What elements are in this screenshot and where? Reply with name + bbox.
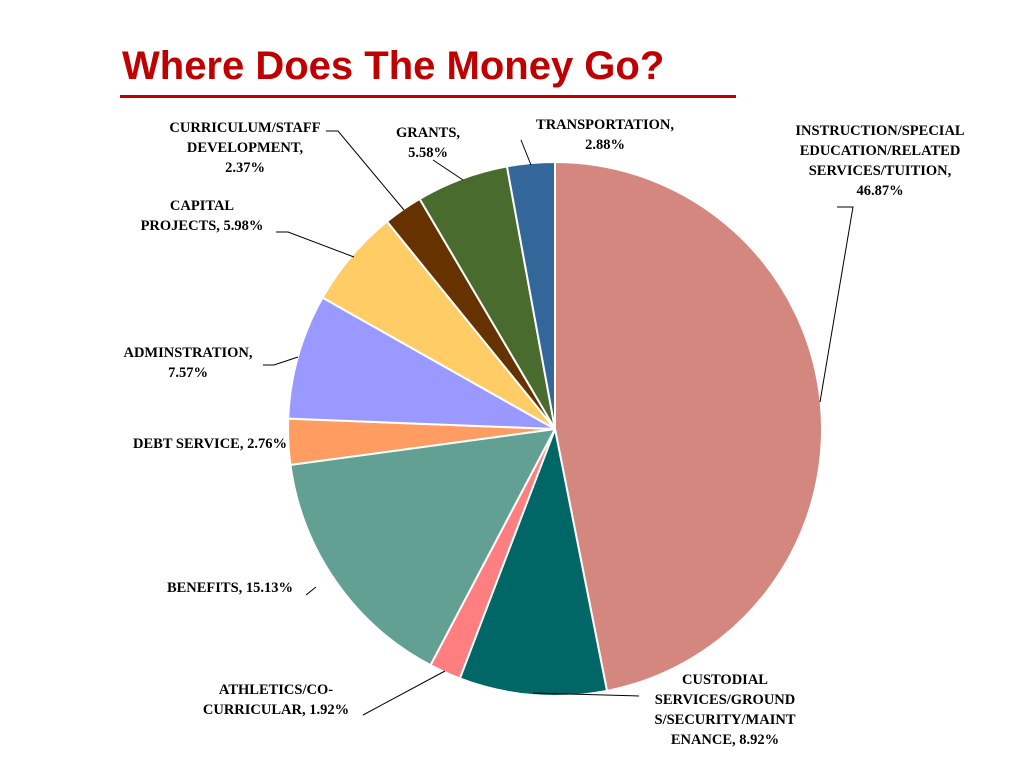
data-label-line: ATHLETICS/CO-: [219, 682, 333, 698]
data-label-custodial-services-grounds-security-maintenance: CUSTODIAL SERVICES/GROUND S/SECURITY/MAINT…: [655, 672, 796, 748]
data-label-line: CURRICULAR, 1.92%: [203, 702, 349, 718]
data-label-line: TRANSPORTATION,: [536, 117, 674, 133]
data-label-line: INSTRUCTION/SPECIAL: [795, 123, 965, 139]
data-label-line: S/SECURITY/MAINT: [655, 712, 796, 728]
data-label-line: CUSTODIAL: [682, 672, 768, 688]
data-label-adminstration: ADMINSTRATION, 7.57%: [123, 345, 252, 381]
leader-line-capital-projects: [276, 231, 355, 258]
data-label-line: ENANCE, 8.92%: [671, 732, 779, 748]
data-label-athletics-co-curricular: ATHLETICS/CO- CURRICULAR, 1.92%: [203, 682, 349, 718]
pie-slice-transportation: [505, 161, 556, 430]
data-label-instruction-special-education-related-services-tuition: INSTRUCTION/SPECIAL EDUCATION/RELATED SERV…: [795, 123, 965, 199]
pie-slice-adminstration: [287, 296, 556, 430]
pie-slice-custodial-services-grounds-security-maintenance: [458, 428, 609, 697]
data-label-line: CURRICULUM/STAFF: [169, 120, 320, 136]
title-underline: [120, 95, 736, 98]
data-label-line: GRANTS,: [396, 125, 460, 141]
data-label-benefits: BENEFITS, 15.13%: [167, 580, 293, 596]
data-label-line: SERVICES/GROUND: [655, 692, 796, 708]
pie-labels: INSTRUCTION/SPECIAL EDUCATION/RELATED SERV…: [123, 117, 964, 748]
leader-line-adminstration: [263, 356, 299, 366]
chart-title: Where Does The Money Go?: [122, 44, 665, 88]
leader-line-athletics-co-curricular: [362, 670, 446, 716]
leader-line-instruction-special-education-related-services-tuition: [819, 206, 854, 403]
data-label-line: PROJECTS, 5.98%: [141, 218, 264, 234]
data-label-line: 2.88%: [585, 137, 625, 153]
data-label-line: EDUCATION/RELATED: [800, 143, 961, 159]
data-label-line: 5.58%: [408, 145, 448, 161]
leader-line-transportation: [520, 139, 532, 166]
data-label-capital-projects: CAPITAL PROJECTS, 5.98%: [141, 198, 264, 234]
data-label-transportation: TRANSPORTATION, 2.88%: [536, 117, 674, 153]
leader-line-benefits: [305, 586, 317, 596]
data-label-grants: GRANTS, 5.58%: [396, 125, 460, 161]
pie-slice-benefits: [289, 428, 556, 667]
leader-line-curriculum-staff-development: [326, 130, 405, 211]
data-label-line: DEBT SERVICE, 2.76%: [133, 436, 287, 452]
leader-line-custodial-services-grounds-security-maintenance: [532, 692, 640, 697]
data-label-line: BENEFITS, 15.13%: [167, 580, 293, 596]
data-label-debt-service: DEBT SERVICE, 2.76%: [133, 436, 287, 452]
data-label-line: 7.57%: [168, 365, 208, 381]
data-label-line: 2.37%: [225, 160, 265, 176]
data-label-line: 46.87%: [856, 183, 903, 199]
data-label-line: ADMINSTRATION,: [123, 345, 252, 361]
data-label-line: SERVICES/TUITION,: [809, 163, 952, 179]
data-label-line: CAPITAL: [170, 198, 235, 214]
pie-slices: [287, 161, 823, 697]
data-label-curriculum-staff-development: CURRICULUM/STAFF DEVELOPMENT, 2.37%: [169, 120, 320, 176]
pie-slice-instruction-special-education-related-services-tuition: [554, 161, 823, 692]
data-label-line: DEVELOPMENT,: [187, 140, 304, 156]
leader-line-grants: [432, 159, 464, 181]
